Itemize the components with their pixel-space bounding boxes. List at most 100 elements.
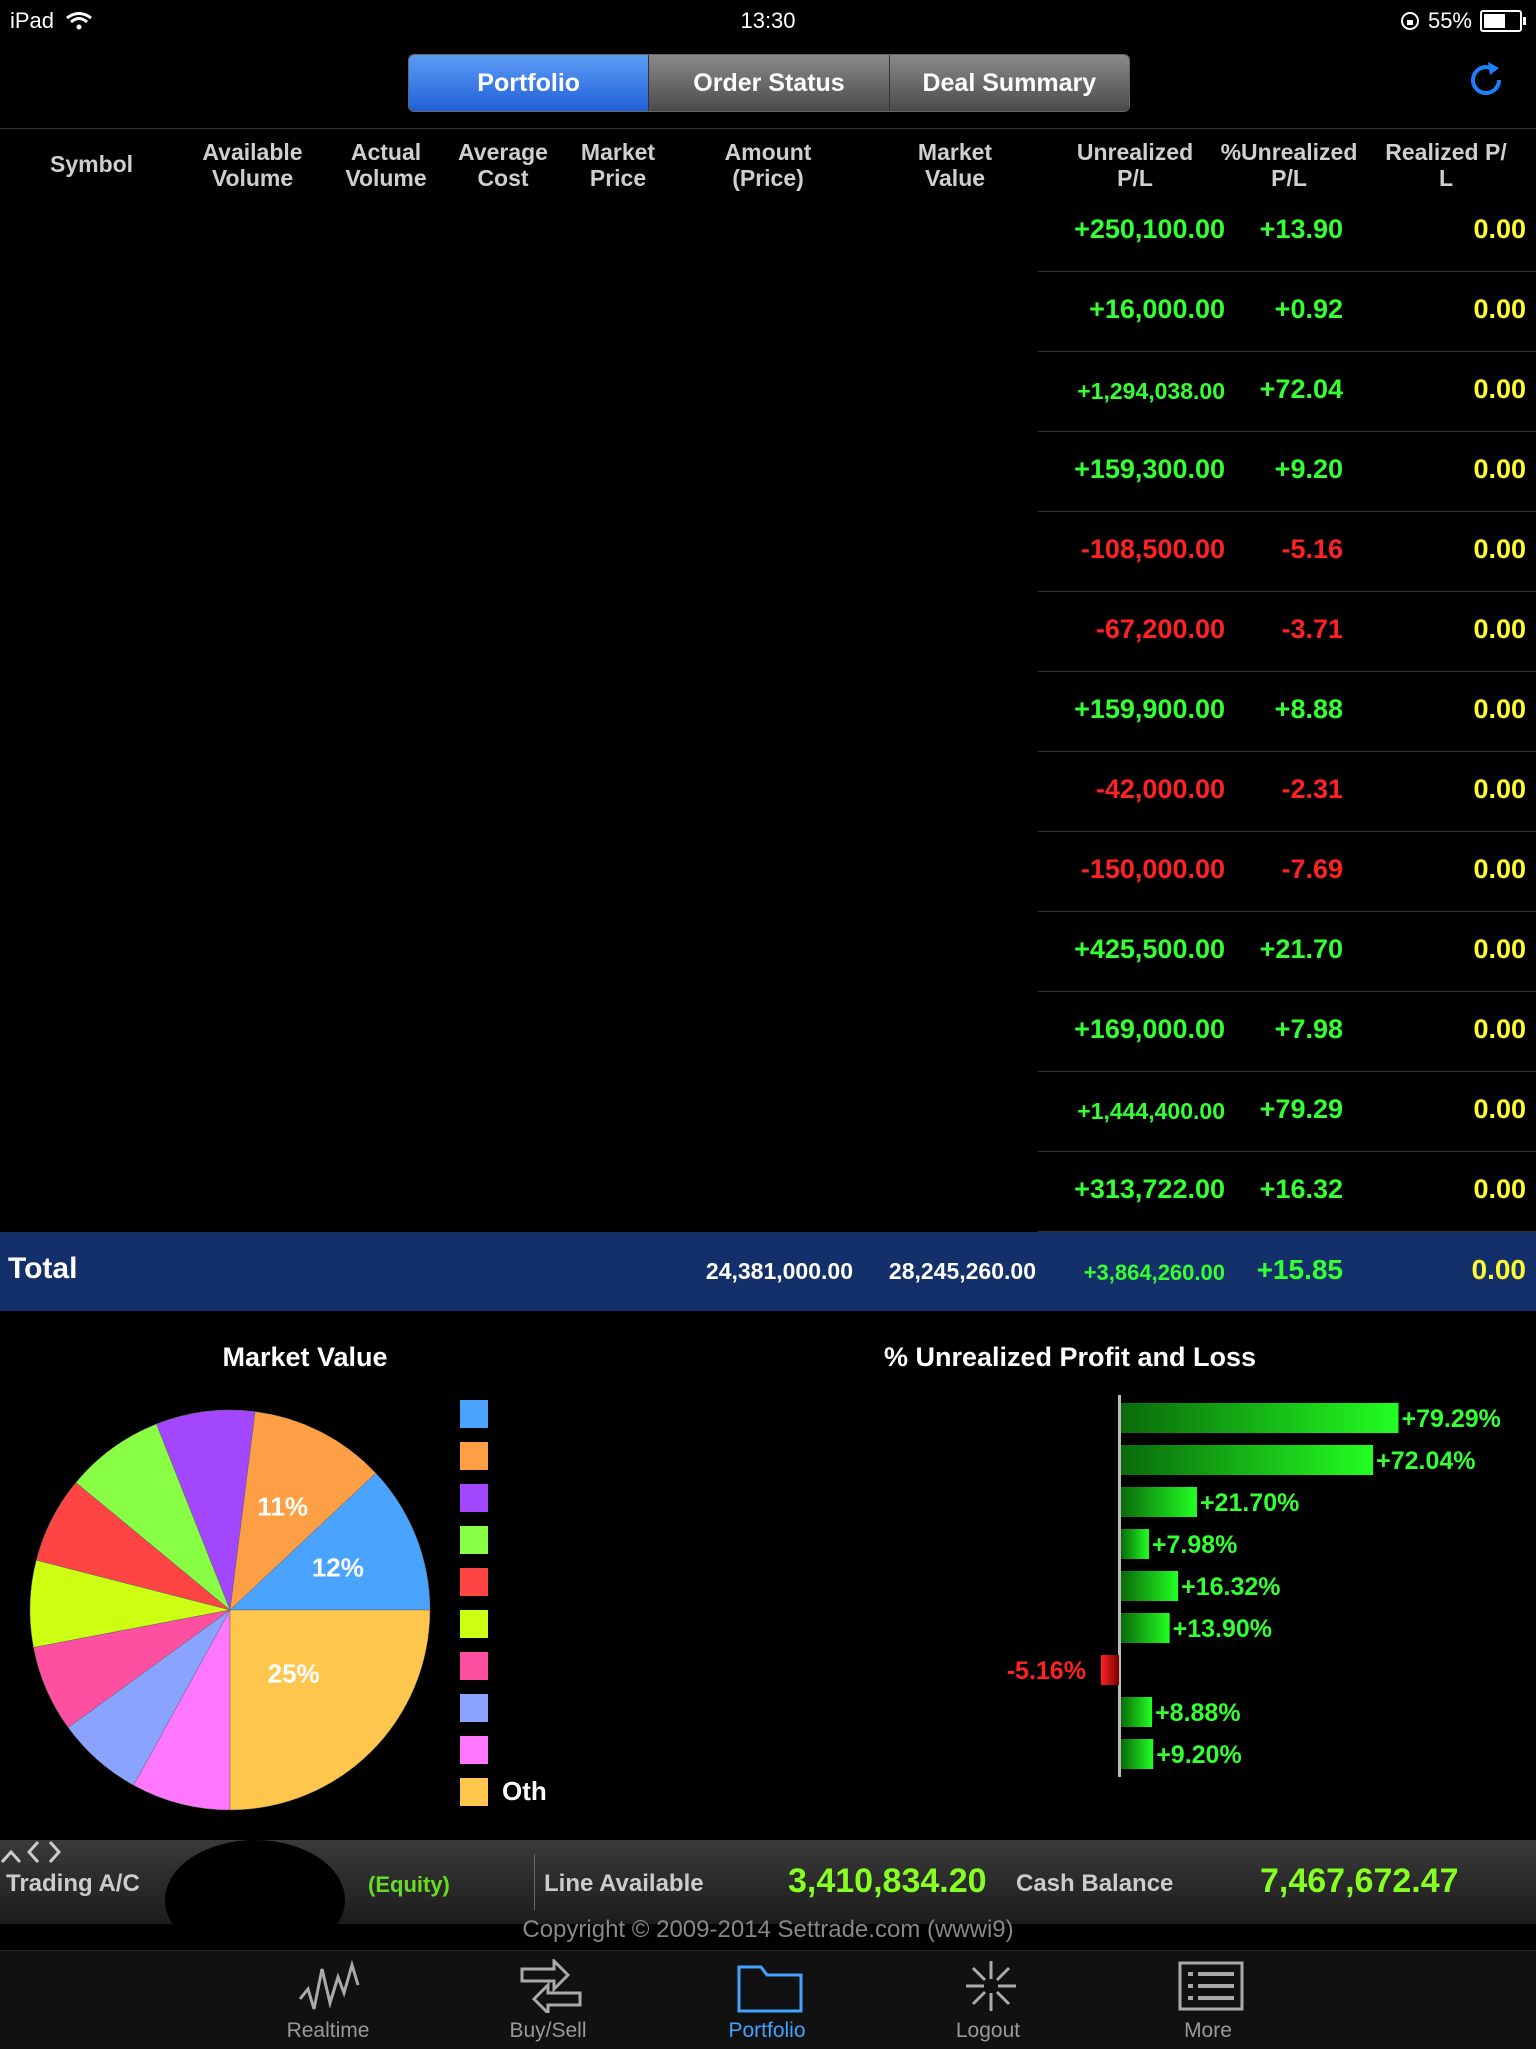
table-row[interactable]: +169,000.00 +7.98 0.00 — [0, 992, 1536, 1072]
copyright: Copyright © 2009-2014 Settrade.com (wwwi… — [522, 1916, 1014, 1943]
bar — [1121, 1613, 1170, 1643]
account-type: (Equity) — [368, 1872, 450, 1897]
legend-swatch — [460, 1778, 488, 1806]
pct-unrealized-cell: +79.29 — [1259, 1094, 1343, 1124]
bar — [1121, 1697, 1153, 1727]
account-number-redaction — [165, 1840, 345, 1960]
col-pct-unrealized-pl: %Unrealized P/L — [1220, 139, 1358, 191]
pie-slice-label: 25% — [268, 1659, 320, 1689]
realized-pl-cell: 0.00 — [1473, 694, 1526, 724]
battery-percent: 55% — [1427, 8, 1472, 33]
col-unrealized-pl: Unrealized P/L — [1076, 139, 1194, 191]
legend-swatch — [460, 1694, 488, 1722]
tab-deal-summary[interactable]: Deal Summary — [888, 55, 1129, 111]
col-market-value: Market Value — [917, 139, 993, 191]
clock: 13:30 — [740, 8, 796, 33]
total-label: Total — [8, 1252, 78, 1285]
tab-order-status[interactable]: Order Status — [648, 55, 889, 111]
realized-pl-cell: 0.00 — [1473, 534, 1526, 564]
unrealized-pl-cell: -108,500.00 — [1080, 534, 1225, 564]
bar-label: +8.88% — [1155, 1699, 1241, 1727]
bar — [1121, 1403, 1399, 1433]
legend-swatch — [460, 1610, 488, 1638]
row-divider — [1038, 831, 1536, 832]
unrealized-pl-cell: +250,100.00 — [1074, 214, 1225, 244]
total-market-value: 28,245,260.00 — [888, 1258, 1036, 1284]
realized-pl-cell: 0.00 — [1473, 614, 1526, 644]
col-amount: Amount (Price) — [724, 139, 812, 191]
table-row[interactable]: +313,722.00 +16.32 0.00 — [0, 1152, 1536, 1232]
tab-realtime[interactable]: Realtime — [258, 1951, 398, 2049]
line-available-label: Line Available — [544, 1870, 704, 1897]
col-realized-pl: Realized P/L — [1385, 139, 1507, 191]
table-row[interactable]: +159,900.00 +8.88 0.00 — [0, 672, 1536, 752]
table-row[interactable]: +250,100.00 +13.90 0.00 — [0, 192, 1536, 272]
bottom-tab-bar: Realtime Buy/Sell Portfolio Logout — [0, 1950, 1536, 2049]
refresh-icon[interactable] — [1466, 60, 1506, 100]
buy-sell-arrows-icon — [520, 1959, 582, 2013]
realized-pl-cell: 0.00 — [1473, 374, 1526, 404]
row-divider — [1038, 351, 1536, 352]
row-divider — [1038, 1071, 1536, 1072]
pct-unrealized-cell: -5.16 — [1281, 534, 1343, 564]
cash-balance-label: Cash Balance — [1016, 1870, 1174, 1897]
realized-pl-cell: 0.00 — [1473, 1094, 1526, 1124]
bar — [1121, 1445, 1374, 1475]
swap-arrows-icon[interactable] — [26, 1840, 62, 1864]
pct-unrealized-cell: -3.71 — [1281, 614, 1343, 644]
table-row[interactable]: +425,500.00 +21.70 0.00 — [0, 912, 1536, 992]
tab-portfolio[interactable]: Portfolio — [409, 55, 649, 111]
pct-unrealized-cell: +21.70 — [1259, 934, 1343, 964]
legend-swatch — [460, 1526, 488, 1554]
pct-unrealized-cell: +7.98 — [1274, 1014, 1343, 1044]
market-value-pie-chart: 12%11% 25% — [29, 1409, 431, 1811]
tab-logout[interactable]: Logout — [918, 1951, 1058, 2049]
bar — [1100, 1655, 1119, 1685]
bar — [1121, 1571, 1179, 1601]
pct-unrealized-cell: +16.32 — [1259, 1174, 1343, 1204]
pct-unrealized-cell: +9.20 — [1274, 454, 1343, 484]
folder-icon — [737, 1965, 803, 2013]
table-row[interactable]: -108,500.00 -5.16 0.00 — [0, 512, 1536, 592]
legend-swatch — [460, 1442, 488, 1470]
tab-portfolio-bottom[interactable]: Portfolio — [697, 1951, 837, 2049]
status-bar: iPad 13:30 55% — [0, 0, 1536, 40]
realized-pl-cell: 0.00 — [1473, 1174, 1526, 1204]
tab-label: Realtime — [286, 2019, 370, 2042]
bar — [1121, 1487, 1197, 1517]
table-row[interactable]: +16,000.00 +0.92 0.00 — [0, 272, 1536, 352]
tab-label: Buy/Sell — [509, 2019, 587, 2042]
table-row[interactable]: -42,000.00 -2.31 0.00 — [0, 752, 1536, 832]
col-symbol: Symbol — [50, 151, 134, 177]
device-name: iPad — [10, 8, 55, 33]
table-row[interactable]: -67,200.00 -3.71 0.00 — [0, 592, 1536, 672]
legend-swatch — [460, 1736, 488, 1764]
unrealized-pl-cell: -67,200.00 — [1095, 614, 1225, 644]
pct-unrealized-cell: +13.90 — [1259, 214, 1343, 244]
bar-label: +13.90% — [1173, 1615, 1272, 1643]
table-row[interactable]: +1,444,400.00 +79.29 0.00 — [0, 1072, 1536, 1152]
unrealized-pl-cell: +16,000.00 — [1089, 294, 1225, 324]
pie-chart-title: Market Value — [222, 1342, 388, 1372]
unrealized-pl-cell: +425,500.00 — [1074, 934, 1225, 964]
unrealized-pl-cell: -150,000.00 — [1080, 854, 1225, 884]
unrealized-pl-bar-chart: +79.29% +72.04% +21.70% +7.98% +16.32% +13.90… — [1007, 1395, 1501, 1777]
table-row[interactable]: -150,000.00 -7.69 0.00 — [0, 832, 1536, 912]
unrealized-pl-cell: -42,000.00 — [1095, 774, 1225, 804]
tab-more[interactable]: More — [1138, 1951, 1278, 2049]
row-divider — [1038, 911, 1536, 912]
table-row[interactable]: +159,300.00 +9.20 0.00 — [0, 432, 1536, 512]
realtime-chart-icon — [298, 1959, 360, 2010]
view-segmented-control: Portfolio Order Status Deal Summary — [408, 54, 1130, 112]
table-row[interactable]: +1,294,038.00 +72.04 0.00 — [0, 352, 1536, 432]
more-list-icon — [1178, 1961, 1244, 2011]
row-divider — [1038, 991, 1536, 992]
row-divider — [1038, 1151, 1536, 1152]
chevron-up-icon[interactable] — [0, 1848, 22, 1864]
device-label: iPad — [10, 8, 93, 34]
unrealized-pl-cell: +1,444,400.00 — [1077, 1098, 1225, 1124]
tab-buy-sell[interactable]: Buy/Sell — [478, 1951, 618, 2049]
pie-slice-label: 12% — [312, 1552, 364, 1582]
total-amount: 24,381,000.00 — [705, 1258, 853, 1284]
pie-slice-label: 11% — [257, 1492, 308, 1522]
